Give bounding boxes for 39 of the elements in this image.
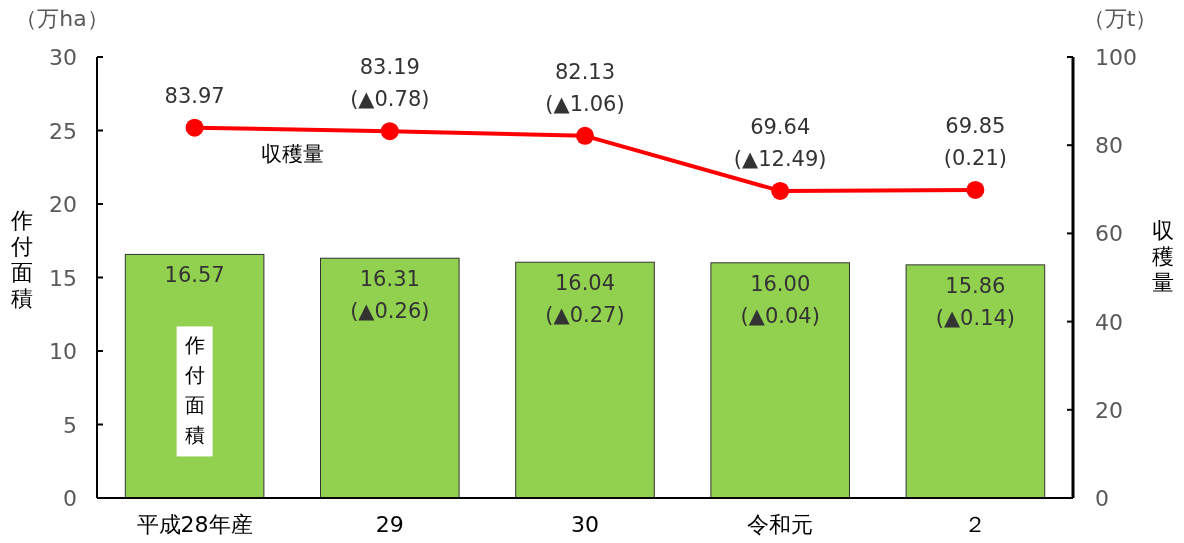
y-tick-label: 15: [49, 265, 77, 291]
y-axis-title: 作付面積: [10, 208, 33, 311]
y-tick-label: 10: [49, 339, 77, 364]
data-label: 16.31 (▲0.26): [350, 267, 430, 324]
y2-tick-label: 20: [1095, 397, 1123, 423]
data-label: 83.97: [164, 83, 225, 108]
series-label: 収穫量: [260, 142, 324, 167]
y-tick-label: 20: [49, 192, 77, 217]
point: [771, 181, 790, 200]
data-label: 69.85 (0.21): [943, 113, 1007, 170]
x-tick-label: ２: [964, 512, 987, 537]
y-tick-label: 30: [49, 45, 77, 70]
data-label: 15.86 (▲0.14): [935, 273, 1016, 330]
point: [576, 126, 594, 145]
y-tick-label: 0: [63, 486, 77, 511]
x-tick-label: 29: [375, 512, 404, 537]
text: （万ha）: [15, 6, 109, 31]
y2-tick-label: 60: [1095, 221, 1123, 247]
y-tick-label: 25: [49, 118, 77, 144]
y2-tick-label: 0: [1095, 486, 1109, 511]
data-label: 16.57: [164, 263, 225, 288]
data-label: 83.19 (▲0.78): [350, 55, 430, 112]
text: （万t）: [1082, 6, 1158, 31]
y2-tick-label: 80: [1095, 133, 1123, 159]
series-label: 作付面積: [183, 333, 205, 448]
y2-axis-title: 収穫量: [1152, 218, 1174, 295]
x-tick-label: 30: [571, 512, 599, 537]
data-label: 69.64 (▲12.49): [733, 114, 827, 171]
point: [380, 122, 399, 141]
point: [966, 180, 985, 199]
y2-tick-label: 100: [1095, 45, 1137, 70]
x-tick-label: 令和元: [747, 512, 814, 537]
point: [185, 118, 204, 137]
data-label: 82.13 (▲1.06): [545, 59, 625, 116]
data-label: 16.00 (▲0.04): [740, 271, 820, 328]
data-label: 16.04 (▲0.27): [545, 271, 625, 328]
x-tick-label: 平成28年産: [136, 512, 253, 537]
y2-tick-label: 40: [1095, 309, 1123, 335]
y-tick-label: 5: [63, 412, 77, 438]
